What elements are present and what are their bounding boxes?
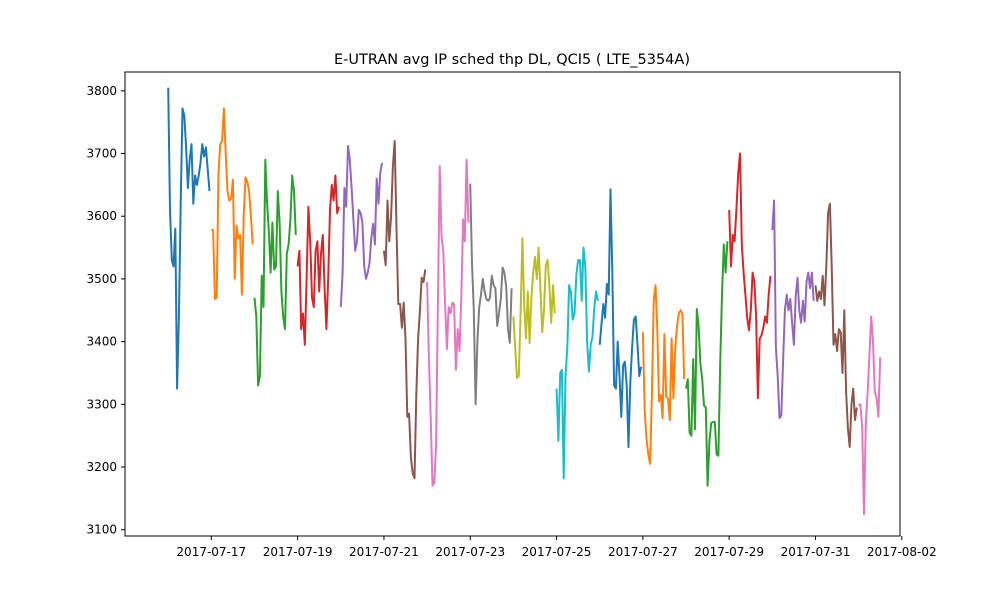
series-line-11 — [598, 188, 643, 448]
y-axis: 3100 3200 3300 3400 3500 3600 3700 3800 — [86, 84, 125, 537]
series-line-16 — [814, 202, 858, 448]
series-line-8 — [469, 183, 513, 406]
series-line-3 — [253, 158, 297, 387]
x-tick-label: 2017-07-29 — [694, 545, 764, 559]
x-tick-label: 2017-07-27 — [608, 545, 678, 559]
series-line-13 — [685, 241, 729, 487]
series-line-7 — [426, 158, 470, 487]
x-tick-label: 2017-07-19 — [263, 545, 333, 559]
y-tick-label: 3400 — [86, 335, 117, 349]
x-tick-label: 2017-07-31 — [781, 545, 851, 559]
y-tick-label: 3100 — [86, 523, 117, 537]
x-axis: 2017-07-17 2017-07-19 2017-07-21 2017-07-23… — [176, 536, 937, 559]
series-line-15 — [771, 199, 815, 420]
x-tick-label: 2017-07-23 — [435, 545, 505, 559]
chart-title: E-UTRAN avg IP sched thp DL, QCI5 ( LTE_… — [334, 52, 690, 68]
y-tick-label: 3500 — [86, 272, 117, 286]
y-tick-label: 3600 — [86, 209, 117, 223]
series-line-4 — [296, 174, 340, 346]
y-tick-label: 3200 — [86, 460, 117, 474]
y-tick-label: 3300 — [86, 397, 117, 411]
series-line-9 — [512, 237, 556, 379]
x-tick-label: 2017-07-21 — [349, 545, 419, 559]
x-tick-label: 2017-08-02 — [867, 545, 937, 559]
x-tick-label: 2017-07-17 — [176, 545, 246, 559]
series-line-14 — [728, 152, 772, 400]
series-line-10 — [555, 246, 599, 480]
y-tick-label: 3700 — [86, 147, 117, 161]
x-tick-label: 2017-07-25 — [522, 545, 592, 559]
y-tick-label: 3800 — [86, 84, 117, 98]
series-line-6 — [382, 140, 427, 480]
series-line-17 — [858, 315, 882, 516]
series-line-5 — [339, 145, 384, 308]
series-line-2 — [211, 107, 254, 300]
series-line-12 — [641, 284, 686, 465]
plot-area — [167, 87, 882, 516]
axes-frame — [124, 71, 901, 537]
series-line-1 — [167, 87, 211, 390]
